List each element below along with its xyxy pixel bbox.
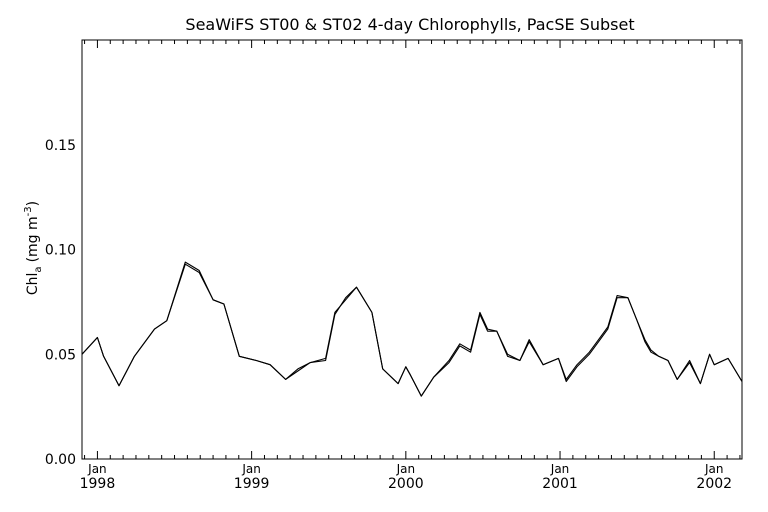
y-tick-label: 0.00 — [45, 452, 76, 468]
x-tick-year-label: 2001 — [542, 476, 578, 492]
chart-title: SeaWiFS ST00 & ST02 4-day Chlorophylls, … — [185, 15, 634, 34]
x-tick-year-label: 2002 — [696, 476, 732, 492]
x-tick-month-label: Jan — [550, 462, 570, 476]
y-tick-label: 0.05 — [45, 347, 76, 363]
x-tick-year-label: 2000 — [388, 476, 424, 492]
y-axis: 0.00 0.05 0.10 0.15 — [45, 138, 742, 468]
y-axis-label-main: Chl — [25, 273, 41, 296]
plot-border — [81, 39, 743, 460]
plot-frame — [81, 39, 743, 460]
y-tick-label: 0.10 — [45, 243, 76, 259]
y-axis-label-exponent: -3 — [23, 206, 34, 216]
x-tick-year-label: 1999 — [234, 476, 270, 492]
y-axis-label-close: ) — [25, 201, 41, 206]
x-tick-month-label: Jan — [396, 462, 416, 476]
y-axis-label-subscript: a — [33, 266, 44, 272]
series-line-2 — [81, 263, 743, 397]
y-tick-label: 0.15 — [45, 138, 76, 154]
x-tick-month-label: Jan — [87, 462, 107, 476]
x-tick-month-label: Jan — [241, 462, 261, 476]
series-lines — [81, 261, 743, 397]
y-axis-label-unit: (mg m — [25, 216, 41, 262]
y-axis-label: Chla (mg m-3) — [23, 201, 44, 295]
x-tick-month-label: Jan — [704, 462, 724, 476]
x-tick-year-label: 1998 — [80, 476, 116, 492]
